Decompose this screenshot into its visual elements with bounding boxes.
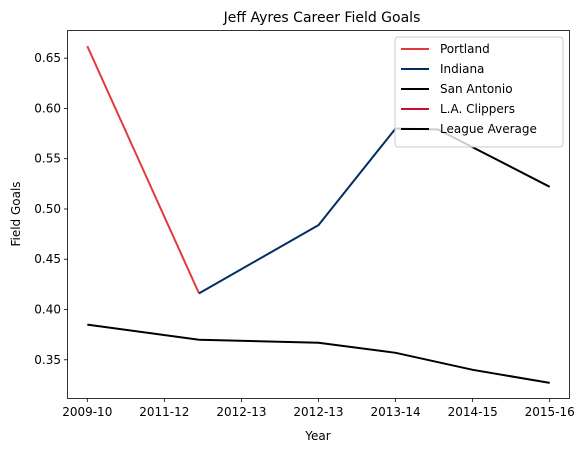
x-tick-label: 2011-12 bbox=[139, 405, 189, 419]
y-tick-label: 0.55 bbox=[34, 152, 61, 166]
x-axis-label: Year bbox=[304, 429, 330, 443]
series-line-league-average bbox=[87, 323, 550, 384]
x-tick-label: 2012-13 bbox=[216, 405, 266, 419]
y-axis-label: Field Goals bbox=[9, 181, 23, 246]
legend-label: League Average bbox=[440, 122, 537, 136]
legend-label: Indiana bbox=[440, 62, 484, 76]
series-line-indiana bbox=[198, 127, 397, 295]
y-tick-label: 0.35 bbox=[34, 353, 61, 367]
y-axis: 0.35 0.40 0.45 0.50 0.55 0.60 0.65 bbox=[34, 51, 68, 367]
x-tick-label: 2014-15 bbox=[448, 405, 498, 419]
x-tick-label: 2015-16 bbox=[525, 405, 575, 419]
x-axis: 2009-10 2011-12 2012-13 2012-13 2013-14 2014-… bbox=[62, 398, 575, 419]
x-tick-label: 2012-13 bbox=[293, 405, 343, 419]
legend-label: San Antonio bbox=[440, 82, 513, 96]
x-tick-label: 2009-10 bbox=[62, 405, 112, 419]
y-tick-label: 0.60 bbox=[34, 101, 61, 115]
y-tick-label: 0.65 bbox=[34, 51, 61, 65]
legend-label: L.A. Clippers bbox=[440, 102, 515, 116]
y-tick-label: 0.40 bbox=[34, 303, 61, 317]
legend-label: Portland bbox=[440, 42, 490, 56]
legend-box bbox=[394, 36, 564, 148]
y-tick-label: 0.45 bbox=[34, 252, 61, 266]
x-tick-label: 2013-14 bbox=[371, 405, 421, 419]
series-line-portland bbox=[86, 45, 200, 294]
chart-title: Jeff Ayres Career Field Goals bbox=[223, 10, 421, 26]
y-tick-label: 0.50 bbox=[34, 202, 61, 216]
legend: Portland Indiana San Antonio L.A. Clippers L… bbox=[394, 36, 564, 148]
